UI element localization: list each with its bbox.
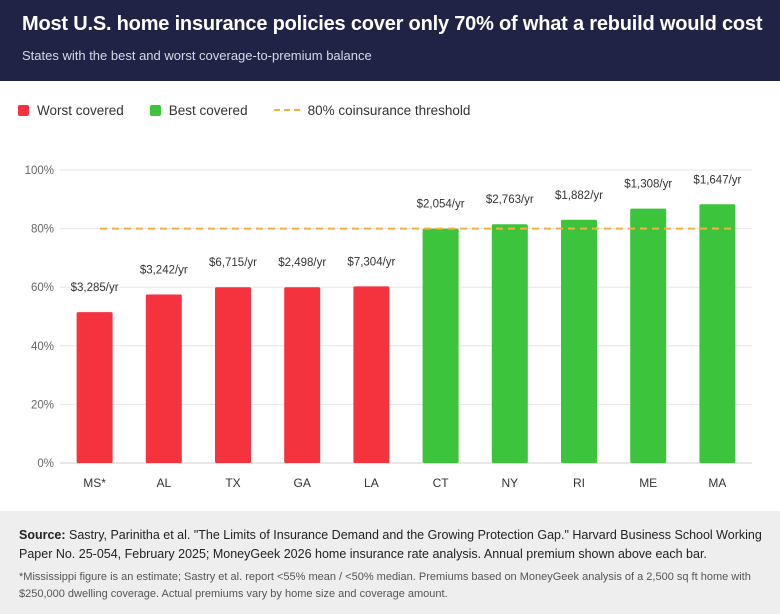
y-tick-label: 60% (31, 282, 54, 294)
x-tick-label: MA (708, 476, 726, 490)
bar (561, 219, 597, 463)
x-tick-label: CT (433, 476, 450, 490)
chart-title: Most U.S. home insurance policies cover … (22, 13, 763, 35)
source-body: Sastry, Parinitha et al. "The Limits of … (19, 528, 762, 561)
bar-data-label: $2,498/yr (278, 257, 326, 269)
legend-dash-threshold (273, 109, 300, 111)
source-label: Source: (19, 528, 66, 542)
source-text: Source: Sastry, Parinitha et al. "The Li… (19, 526, 769, 564)
x-tick-label: TX (225, 476, 240, 490)
legend-item-best: Best covered (149, 102, 248, 118)
y-tick-label: 0% (37, 458, 54, 470)
bar (215, 287, 251, 463)
bar (491, 224, 528, 463)
y-tick-label: 80% (31, 224, 54, 236)
chart-subtitle: States with the best and worst coverage-… (22, 48, 372, 63)
legend-label-best: Best covered (168, 102, 248, 118)
bar (76, 312, 113, 463)
bar (145, 294, 182, 463)
bar-data-label: $1,647/yr (693, 174, 741, 186)
y-tick-label: 20% (31, 399, 54, 411)
bar-data-label: $7,304/yr (347, 256, 395, 268)
bar (353, 286, 390, 463)
legend-label-threshold: 80% coinsurance threshold (307, 102, 471, 118)
bar (630, 208, 667, 463)
bar-data-label: $1,308/yr (624, 179, 672, 191)
legend-item-worst: Worst covered (18, 103, 124, 118)
y-tick-label: 100% (25, 165, 54, 177)
bar-data-label: $3,242/yr (140, 265, 188, 277)
chart-footer: Source: Sastry, Parinitha et al. "The Li… (0, 511, 780, 614)
x-tick-label: MS* (83, 476, 106, 490)
legend-label-worst: Worst covered (37, 102, 124, 118)
bar-data-label: $2,054/yr (417, 199, 465, 211)
x-tick-label: GA (294, 476, 311, 490)
x-tick-label: RI (573, 476, 585, 490)
x-tick-label: LA (364, 476, 379, 490)
chart-legend: Worst covered Best covered 80% coinsuran… (18, 101, 496, 119)
bar-chart: 0% 20% 40% 60% 80% 100% $3,285/yr MS* $3,242/yr A… (25, 165, 752, 490)
bar-data-label: $6,715/yr (209, 257, 257, 269)
legend-swatch-worst (18, 104, 29, 116)
bar-data-label: $2,763/yr (486, 194, 534, 206)
legend-item-threshold: 80% coinsurance threshold (273, 102, 471, 118)
x-tick-label: NY (501, 476, 518, 490)
bar (422, 228, 459, 463)
x-tick-label: ME (639, 476, 657, 490)
footnote: *Mississippi figure is an estimate; Sast… (19, 571, 751, 600)
bar (284, 287, 321, 463)
legend-swatch-best (149, 104, 161, 116)
bar (699, 204, 736, 463)
x-tick-label: AL (156, 476, 171, 490)
bar-data-label: $3,285/yr (71, 282, 119, 294)
y-tick-label: 40% (31, 341, 54, 353)
chart-header: Most U.S. home insurance policies cover … (0, 0, 780, 81)
bar-data-label: $1,882/yr (555, 190, 603, 202)
